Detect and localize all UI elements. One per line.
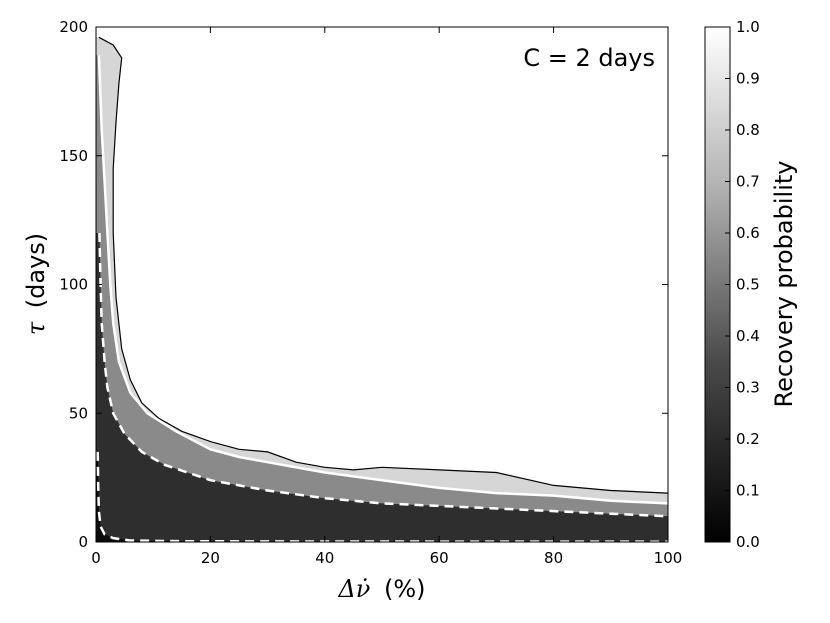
x-axis-title: Δν̇ (%): [337, 575, 425, 603]
y-tick-label: 0: [78, 533, 88, 551]
x-tick-label: 40: [315, 549, 334, 567]
colorbar-tick-label: 0.6: [736, 224, 760, 242]
y-axis-title: τ (days): [22, 233, 50, 335]
contour-line-0-1: [96, 451, 668, 542]
x-tick-label: 60: [430, 549, 449, 567]
y-tick-label: 200: [59, 18, 88, 36]
colorbar-tick-label: 0.7: [736, 173, 760, 191]
x-tick-label: 100: [654, 549, 683, 567]
chart-annotation: C = 2 days: [523, 44, 655, 72]
y-tick-label: 50: [69, 404, 88, 422]
x-tick-label: 20: [201, 549, 220, 567]
contour-line-0-8: [97, 55, 668, 505]
colorbar-tick-label: 0.8: [736, 121, 760, 139]
x-axis-unit: (%): [384, 575, 426, 603]
y-axis-symbol: τ: [22, 321, 50, 335]
y-axis-unit: (days): [22, 233, 50, 308]
colorbar-tick-label: 0.5: [736, 276, 760, 294]
colorbar-tick-label: 0.0: [736, 533, 760, 551]
x-axis-symbol: Δν̇: [337, 575, 370, 603]
contour-line-0-5: [98, 232, 668, 518]
x-tick-label: 0: [91, 549, 101, 567]
colorbar-label: Recovery probability: [770, 161, 798, 408]
y-tick-label: 100: [59, 276, 88, 294]
x-tick-label: 80: [544, 549, 563, 567]
contour-lines: [96, 36, 668, 542]
colorbar-tick-label: 0.1: [736, 482, 760, 500]
contour-line-0-9: [98, 36, 668, 494]
x-axis-ticks: 0 20 40 60 80 100: [91, 27, 682, 567]
y-tick-label: 150: [59, 147, 88, 165]
colorbar-ticks: 0.0 0.1 0.2 0.3 0.4 0.5 0.6 0.7 0.8 0.9 1.0: [725, 18, 760, 551]
heatmap-field: [96, 27, 668, 542]
colorbar-tick-label: 1.0: [736, 18, 760, 36]
y-axis-ticks: 0 50 100 150 200: [59, 18, 668, 551]
colorbar-tick-label: 0.3: [736, 379, 760, 397]
colorbar-tick-label: 0.2: [736, 430, 760, 448]
colorbar-tick-label: 0.4: [736, 327, 760, 345]
heatmap-band-low: [96, 233, 668, 542]
colorbar-tick-label: 0.9: [736, 70, 760, 88]
